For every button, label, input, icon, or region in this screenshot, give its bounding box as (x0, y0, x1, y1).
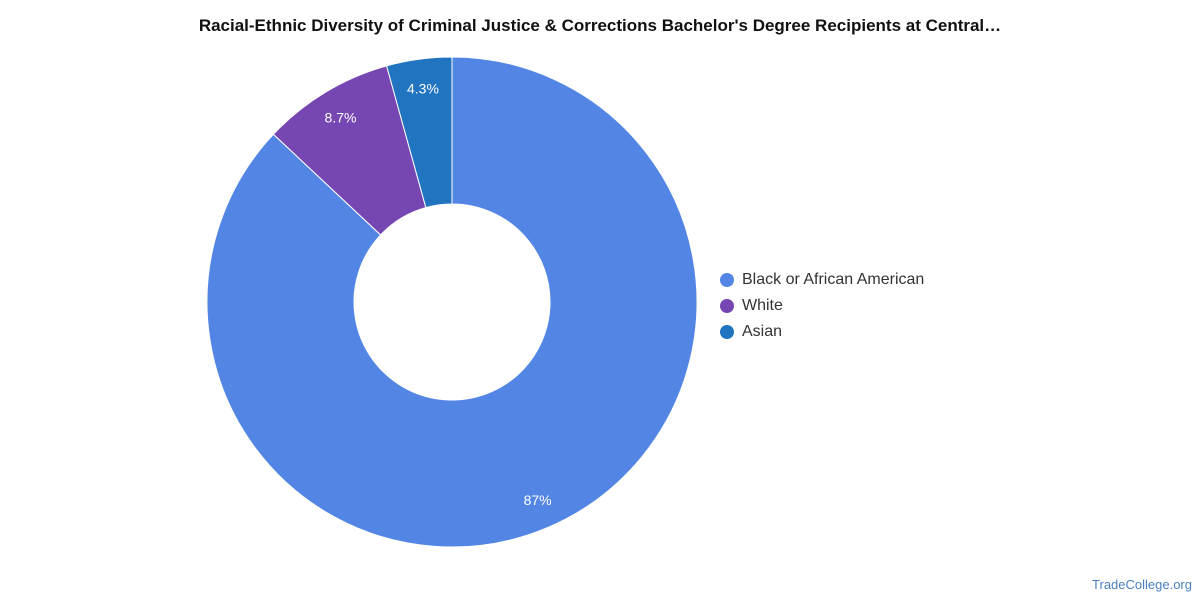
legend-swatch (720, 325, 734, 339)
slice-value-label: 8.7% (325, 109, 357, 125)
legend-swatch (720, 273, 734, 287)
chart-legend: Black or African American White Asian (720, 267, 924, 345)
chart-title: Racial-Ethnic Diversity of Criminal Just… (198, 16, 1002, 35)
slice-value-label: 87% (524, 492, 552, 508)
legend-item[interactable]: White (720, 293, 924, 319)
legend-label: Black or African American (742, 271, 925, 288)
slice-value-label: 4.3% (407, 80, 439, 96)
source-credit[interactable]: TradeCollege.org (1092, 577, 1192, 592)
legend-swatch (720, 299, 734, 313)
legend-label: Asian (742, 323, 783, 340)
slice-asian[interactable] (385, 56, 453, 209)
legend-label: White (742, 297, 783, 314)
legend-item[interactable]: Asian (720, 319, 924, 345)
slice-black-or-african-american[interactable] (206, 56, 698, 548)
legend-item[interactable]: Black or African American (720, 267, 924, 293)
